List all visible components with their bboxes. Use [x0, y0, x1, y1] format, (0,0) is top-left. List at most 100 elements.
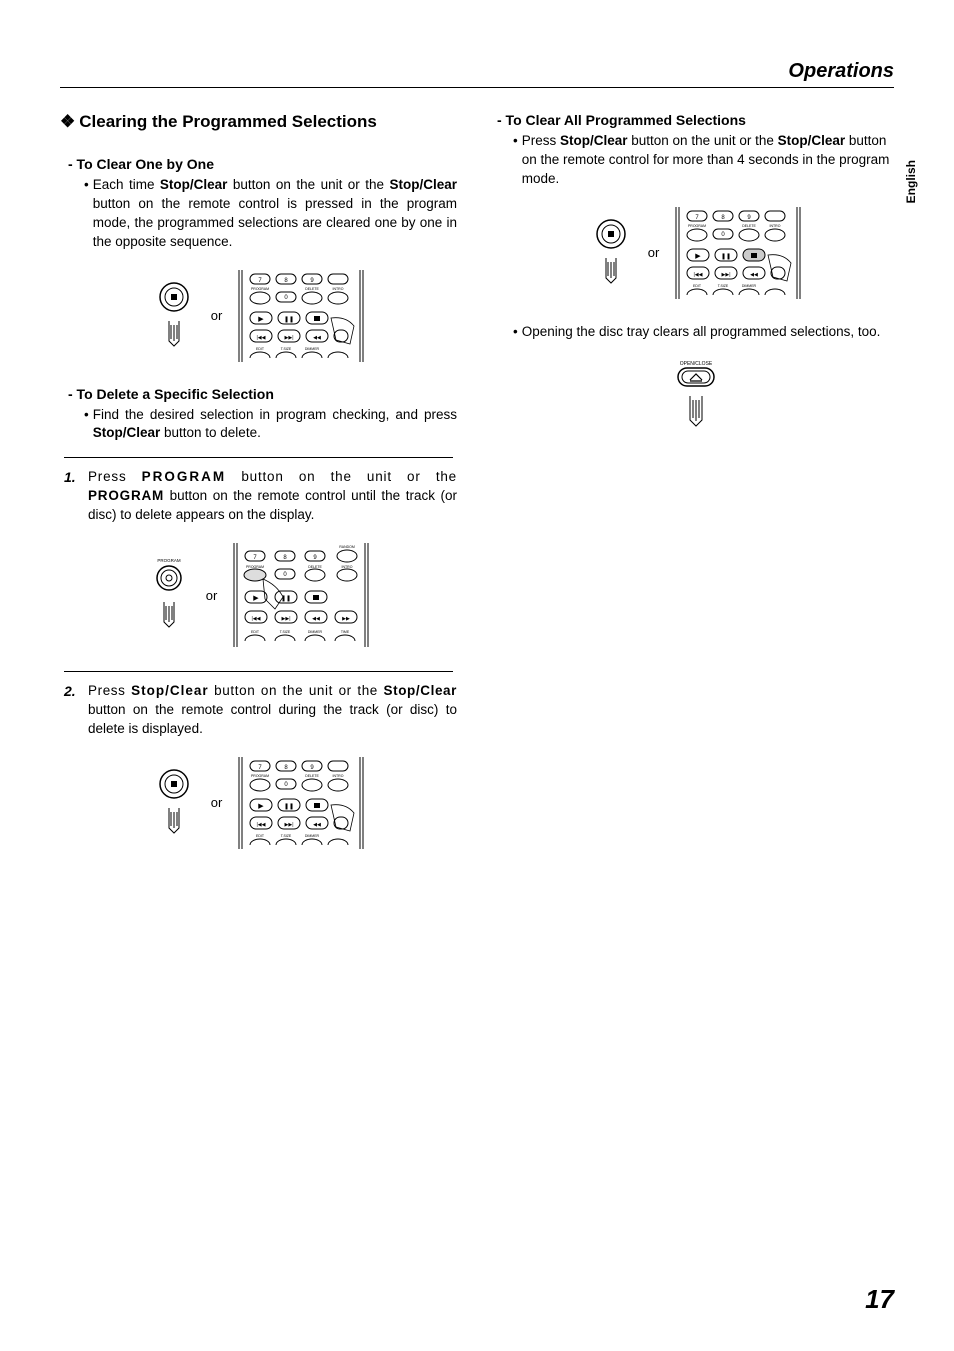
- bullet-dot-icon: •: [84, 176, 89, 252]
- svg-text:DIMMER: DIMMER: [742, 284, 757, 288]
- subheading-clear-all: - To Clear All Programmed Selections: [497, 112, 894, 128]
- svg-text:DIMMER: DIMMER: [305, 834, 320, 838]
- svg-text:DIMMER: DIMMER: [305, 347, 320, 351]
- svg-text:8: 8: [285, 765, 289, 771]
- diamond-icon: ❖: [60, 112, 75, 131]
- svg-text:7: 7: [696, 215, 700, 221]
- step-number: 1.: [64, 468, 82, 525]
- svg-text:OPEN/CLOSE: OPEN/CLOSE: [679, 361, 712, 367]
- divider-line: [64, 457, 453, 458]
- or-label: or: [206, 588, 218, 603]
- subheading-delete-specific: - To Delete a Specific Selection: [68, 386, 457, 402]
- svg-text:T.SIZE: T.SIZE: [281, 347, 292, 351]
- page-number: 17: [865, 1284, 894, 1315]
- svg-text:INTRO: INTRO: [342, 565, 353, 569]
- divider-line: [64, 671, 453, 672]
- svg-text:EDIT: EDIT: [256, 347, 265, 351]
- remote-control-program-icon: RANDOM 7 8 9 PROGRAM DELETE INTRO 0 ▶ ❚❚…: [231, 541, 371, 649]
- bullet-clear-one: • Each time Stop/Clear button on the uni…: [84, 176, 457, 252]
- unit-button-program-icon: PROGRAM: [146, 556, 192, 634]
- svg-text:▶: ▶: [696, 253, 702, 260]
- svg-text:|◀◀: |◀◀: [694, 272, 703, 278]
- remote-control-icon: 7 8 9 PROGRAM DELETE INTRO 0 ▶ ❚❚ |◀◀ ▶▶…: [673, 205, 803, 301]
- svg-text:|◀◀: |◀◀: [257, 335, 266, 341]
- svg-text:▶▶|: ▶▶|: [285, 335, 294, 341]
- language-tab: English: [904, 160, 918, 203]
- svg-text:▶: ▶: [254, 595, 260, 602]
- two-column-layout: ❖Clearing the Programmed Selections - To…: [60, 112, 894, 873]
- svg-text:9: 9: [748, 215, 752, 221]
- bullet-dot-icon: •: [513, 323, 518, 342]
- bullet-dot-icon: •: [513, 132, 518, 189]
- svg-text:EDIT: EDIT: [256, 834, 265, 838]
- heading-text: Clearing the Programmed Selections: [79, 112, 377, 131]
- unit-button-stop-icon: [151, 281, 197, 351]
- figure-stop-clear-2: or 7 8 9 PROGRAM DELETE INTRO 0 ▶ ❚: [60, 755, 457, 851]
- svg-text:T.SIZE: T.SIZE: [280, 630, 291, 634]
- unit-button-stop-icon: [151, 768, 197, 838]
- svg-text:7: 7: [254, 555, 258, 561]
- svg-text:0: 0: [722, 232, 726, 238]
- svg-text:▶▶|: ▶▶|: [282, 616, 291, 622]
- svg-text:PROGRAM: PROGRAM: [251, 774, 269, 778]
- figure-open-close: OPEN/CLOSE: [497, 358, 894, 438]
- svg-text:PROGRAM: PROGRAM: [251, 287, 269, 291]
- subheading-clear-one: - To Clear One by One: [68, 156, 457, 172]
- bullet-text: Each time Stop/Clear button on the unit …: [93, 176, 457, 252]
- svg-text:9: 9: [311, 278, 315, 284]
- bullet-delete-specific: • Find the desired selection in program …: [84, 406, 457, 444]
- bullet-text: Find the desired selection in program ch…: [93, 406, 457, 444]
- svg-text:T.SIZE: T.SIZE: [718, 284, 729, 288]
- svg-text:◀◀: ◀◀: [312, 616, 320, 622]
- svg-text:◀◀: ◀◀: [750, 272, 758, 278]
- svg-text:|◀◀: |◀◀: [257, 822, 266, 828]
- svg-text:7: 7: [259, 765, 263, 771]
- svg-text:INTRO: INTRO: [770, 224, 781, 228]
- svg-text:◀◀: ◀◀: [313, 335, 321, 341]
- svg-text:|◀◀: |◀◀: [252, 616, 261, 622]
- step-number: 2.: [64, 682, 82, 739]
- figure-stop-clear-1: or 7 8 9 PROGRAM DELETE INTRO 0: [60, 268, 457, 364]
- main-heading: ❖Clearing the Programmed Selections: [60, 112, 457, 132]
- svg-text:▶▶|: ▶▶|: [285, 822, 294, 828]
- svg-text:DELETE: DELETE: [308, 565, 322, 569]
- bullet-clear-all: • Press Stop/Clear button on the unit or…: [513, 132, 894, 189]
- remote-control-icon: 7 8 9 PROGRAM DELETE INTRO 0 ▶ ❚❚ |◀◀ ▶▶…: [236, 755, 366, 851]
- svg-text:TIME: TIME: [341, 630, 350, 634]
- svg-text:❚❚: ❚❚: [284, 803, 294, 810]
- svg-text:8: 8: [284, 555, 288, 561]
- figure-program: PROGRAM or RANDOM 7 8 9 PROGRAM DELET: [60, 541, 457, 649]
- unit-button-stop-icon: [588, 218, 634, 288]
- svg-text:◀◀: ◀◀: [313, 822, 321, 828]
- svg-text:▶: ▶: [259, 803, 265, 810]
- svg-text:DELETE: DELETE: [305, 774, 319, 778]
- step-1: 1. Press PROGRAM button on the unit or t…: [64, 468, 457, 525]
- svg-text:9: 9: [311, 765, 315, 771]
- step-2: 2. Press Stop/Clear button on the unit o…: [64, 682, 457, 739]
- svg-text:T.SIZE: T.SIZE: [281, 834, 292, 838]
- svg-text:8: 8: [285, 278, 289, 284]
- svg-text:0: 0: [284, 572, 288, 578]
- svg-text:❚❚: ❚❚: [284, 316, 294, 323]
- or-label: or: [648, 245, 660, 260]
- svg-text:DELETE: DELETE: [305, 287, 319, 291]
- svg-text:❚❚: ❚❚: [721, 253, 731, 260]
- svg-text:▶▶: ▶▶: [342, 616, 350, 622]
- svg-text:PROGRAM: PROGRAM: [157, 558, 181, 563]
- svg-text:INTRO: INTRO: [333, 774, 344, 778]
- svg-text:9: 9: [314, 555, 318, 561]
- step-text: Press PROGRAM button on the unit or the …: [88, 468, 457, 525]
- svg-text:8: 8: [722, 215, 726, 221]
- figure-stop-clear-all: or 7 8 9 PROGRAM DELETE INTRO 0 ▶ ❚: [497, 205, 894, 301]
- section-header: Operations: [60, 60, 894, 88]
- svg-text:RANDOM: RANDOM: [340, 545, 356, 549]
- bullet-open-tray: • Opening the disc tray clears all progr…: [513, 323, 894, 342]
- svg-text:PROGRAM: PROGRAM: [688, 224, 706, 228]
- svg-text:0: 0: [285, 782, 289, 788]
- svg-text:▶▶|: ▶▶|: [722, 272, 731, 278]
- svg-text:PROGRAM: PROGRAM: [246, 565, 264, 569]
- svg-text:INTRO: INTRO: [333, 287, 344, 291]
- remote-control-icon: 7 8 9 PROGRAM DELETE INTRO 0 ▶ ❚❚: [236, 268, 366, 364]
- svg-text:DELETE: DELETE: [742, 224, 756, 228]
- bullet-text: Press Stop/Clear button on the unit or t…: [522, 132, 894, 189]
